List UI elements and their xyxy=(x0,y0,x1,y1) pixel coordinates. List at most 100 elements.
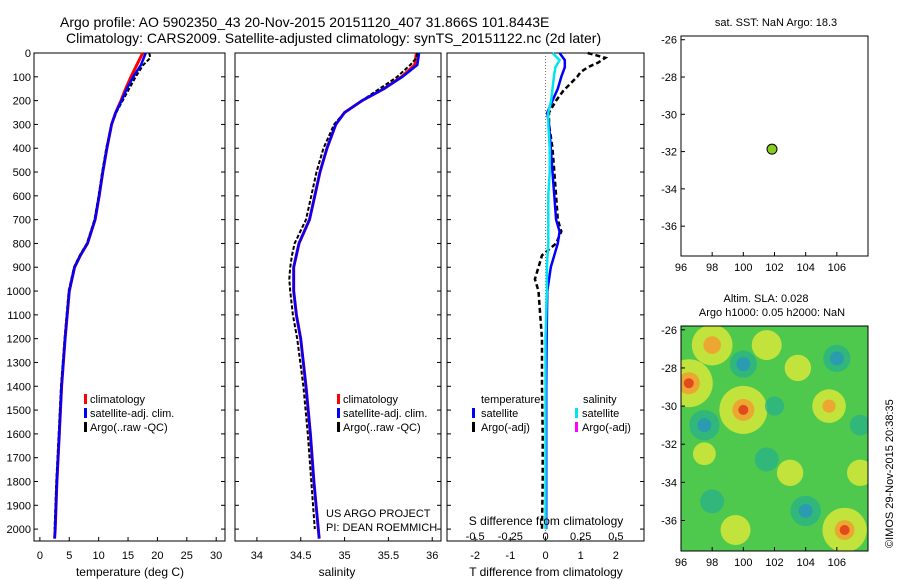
depth-tick-label: 0 xyxy=(25,48,31,60)
position-map-title: sat. SST: NaN Argo: 18.3 xyxy=(715,17,837,29)
sla-min-core xyxy=(798,503,813,518)
x-tick-label: 34.5 xyxy=(290,550,311,562)
credit-project: US ARGO PROJECT xyxy=(326,508,431,520)
depth-tick-label: 1600 xyxy=(7,429,31,441)
credit-pi: PI: DEAN ROEMMICH xyxy=(326,522,437,534)
x-tick-label: 2 xyxy=(613,550,619,562)
x-tick-label: 0 xyxy=(37,550,43,562)
top-x-tick-label: -0.25 xyxy=(498,531,523,543)
sla-map-y-tick-label: -34 xyxy=(661,477,677,489)
x-tick-label: 5 xyxy=(66,550,72,562)
sla-high-region xyxy=(720,515,751,546)
legend-label-argo: Argo(..raw -QC) xyxy=(90,422,168,434)
depth-tick-label: 800 xyxy=(13,238,31,250)
legend-label-s-satellite: satellite xyxy=(582,408,619,420)
temperature-legend: climatology satellite-adj. clim. Argo(..… xyxy=(84,394,174,434)
sla-map-x-tick-label: 100 xyxy=(734,557,752,569)
salinity-xlabel: salinity xyxy=(319,565,356,579)
x-tick-label: -1 xyxy=(505,550,515,562)
sla-map-title-1: Altim. SLA: 0.028 xyxy=(724,293,809,305)
salinity-satellite-line xyxy=(292,52,421,539)
legend-swatch-s-satellite xyxy=(575,408,578,418)
sla-heatmap xyxy=(681,326,868,551)
argo-float-position-marker xyxy=(766,143,778,155)
legend-label-argo: Argo(..raw -QC) xyxy=(343,422,421,434)
legend-swatch-satellite xyxy=(337,408,340,418)
position-map-y-tick-label: -26 xyxy=(661,35,677,47)
legend-swatch-s-argo xyxy=(575,422,578,432)
sla-map-x-tick-label: 104 xyxy=(796,557,814,569)
depth-tick-label: 2000 xyxy=(7,524,31,536)
x-tick-label: 35.5 xyxy=(378,550,399,562)
sla-peak-region xyxy=(703,336,721,354)
sla-min-core xyxy=(736,357,751,372)
depth-tick-label: 1800 xyxy=(7,476,31,488)
depth-tick-label: 1200 xyxy=(7,334,31,346)
sla-map-y-tick-label: -36 xyxy=(661,515,677,527)
sla-high-region xyxy=(784,354,812,382)
sla-high-region xyxy=(847,459,868,487)
x-tick-label: 20 xyxy=(151,550,163,562)
sla-map-x-tick-label: 106 xyxy=(828,557,846,569)
sla-map-y-tick-label: -32 xyxy=(661,439,677,451)
depth-tick-label: 1900 xyxy=(7,500,31,512)
position-map-x-tick-label: 106 xyxy=(828,262,846,274)
top-x-tick-label: 0 xyxy=(542,531,548,543)
depth-tick-label: 100 xyxy=(13,72,31,84)
x-tick-label: -2 xyxy=(470,550,480,562)
x-tick-label: 36 xyxy=(426,550,438,562)
x-tick-label: 10 xyxy=(93,550,105,562)
depth-tick-label: 700 xyxy=(13,215,31,227)
sla-high-region xyxy=(751,330,782,361)
position-map-x-tick-label: 102 xyxy=(765,262,783,274)
legend-label-satellite: satellite-adj. clim. xyxy=(343,408,427,420)
x-tick-label: 0 xyxy=(542,550,548,562)
legend-label-satellite: satellite-adj. clim. xyxy=(90,408,174,420)
sla-low-region xyxy=(764,396,785,416)
sla-min-core xyxy=(829,351,844,366)
depth-tick-label: 1100 xyxy=(7,310,31,322)
sla-low-region xyxy=(849,414,868,436)
sla-low-region xyxy=(754,447,779,472)
temperature-panel xyxy=(33,52,226,542)
depth-tick-label: 1700 xyxy=(7,453,31,465)
sla-min-core xyxy=(697,418,712,433)
difference-s-satellite-line xyxy=(544,52,562,530)
imos-stamp: ©IMOS 29-Nov-2015 20:38:35 xyxy=(884,399,896,548)
sla-map-x-tick-label: 96 xyxy=(675,557,687,569)
position-map-y-tick-label: -36 xyxy=(661,221,677,233)
sla-map-title-2: Argo h1000: 0.05 h2000: NaN xyxy=(699,307,845,319)
sla-low-region xyxy=(700,489,725,514)
sla-max-core xyxy=(683,378,694,389)
depth-tick-label: 1000 xyxy=(7,286,31,298)
sla-max-core xyxy=(738,404,749,415)
legend-swatch-satellite xyxy=(84,408,87,418)
x-tick-label: 30 xyxy=(210,550,222,562)
top-x-tick-label: 0.5 xyxy=(608,531,623,543)
legend-label-t-argo: Argo(-adj) xyxy=(481,422,530,434)
depth-tick-label: 300 xyxy=(13,119,31,131)
salinity-panel xyxy=(234,52,442,542)
sla-max-core xyxy=(839,525,850,536)
temperature-satellite-line xyxy=(53,52,147,539)
legend-swatch-argo xyxy=(84,422,87,432)
title-line-1: Argo profile: AO 5902350_43 20-Nov-2015 … xyxy=(60,14,549,30)
sla-high-region xyxy=(776,459,804,487)
depth-tick-label: 600 xyxy=(13,191,31,203)
difference-xlabel: T difference from climatology xyxy=(469,565,623,579)
sla-peak-region xyxy=(822,399,836,413)
legend-label-climatology: climatology xyxy=(343,394,399,406)
legend-title-temperature: temperature xyxy=(481,394,540,406)
position-map-y-tick-label: -28 xyxy=(661,72,677,84)
legend-label-climatology: climatology xyxy=(90,394,146,406)
position-map-y-tick-label: -32 xyxy=(661,147,677,159)
top-x-tick-label: -0.5 xyxy=(466,531,485,543)
position-map-x-tick-label: 98 xyxy=(706,262,718,274)
difference-xlabel-top: S difference from climatology xyxy=(469,514,624,528)
difference-legend: temperature salinity satellite Argo(-adj… xyxy=(472,394,631,434)
position-map-y-tick-label: -34 xyxy=(661,184,677,196)
temperature-xlabel: temperature (deg C) xyxy=(76,565,184,579)
position-map-x-tick-label: 96 xyxy=(675,262,687,274)
sla-map-y-tick-label: -28 xyxy=(661,363,677,375)
